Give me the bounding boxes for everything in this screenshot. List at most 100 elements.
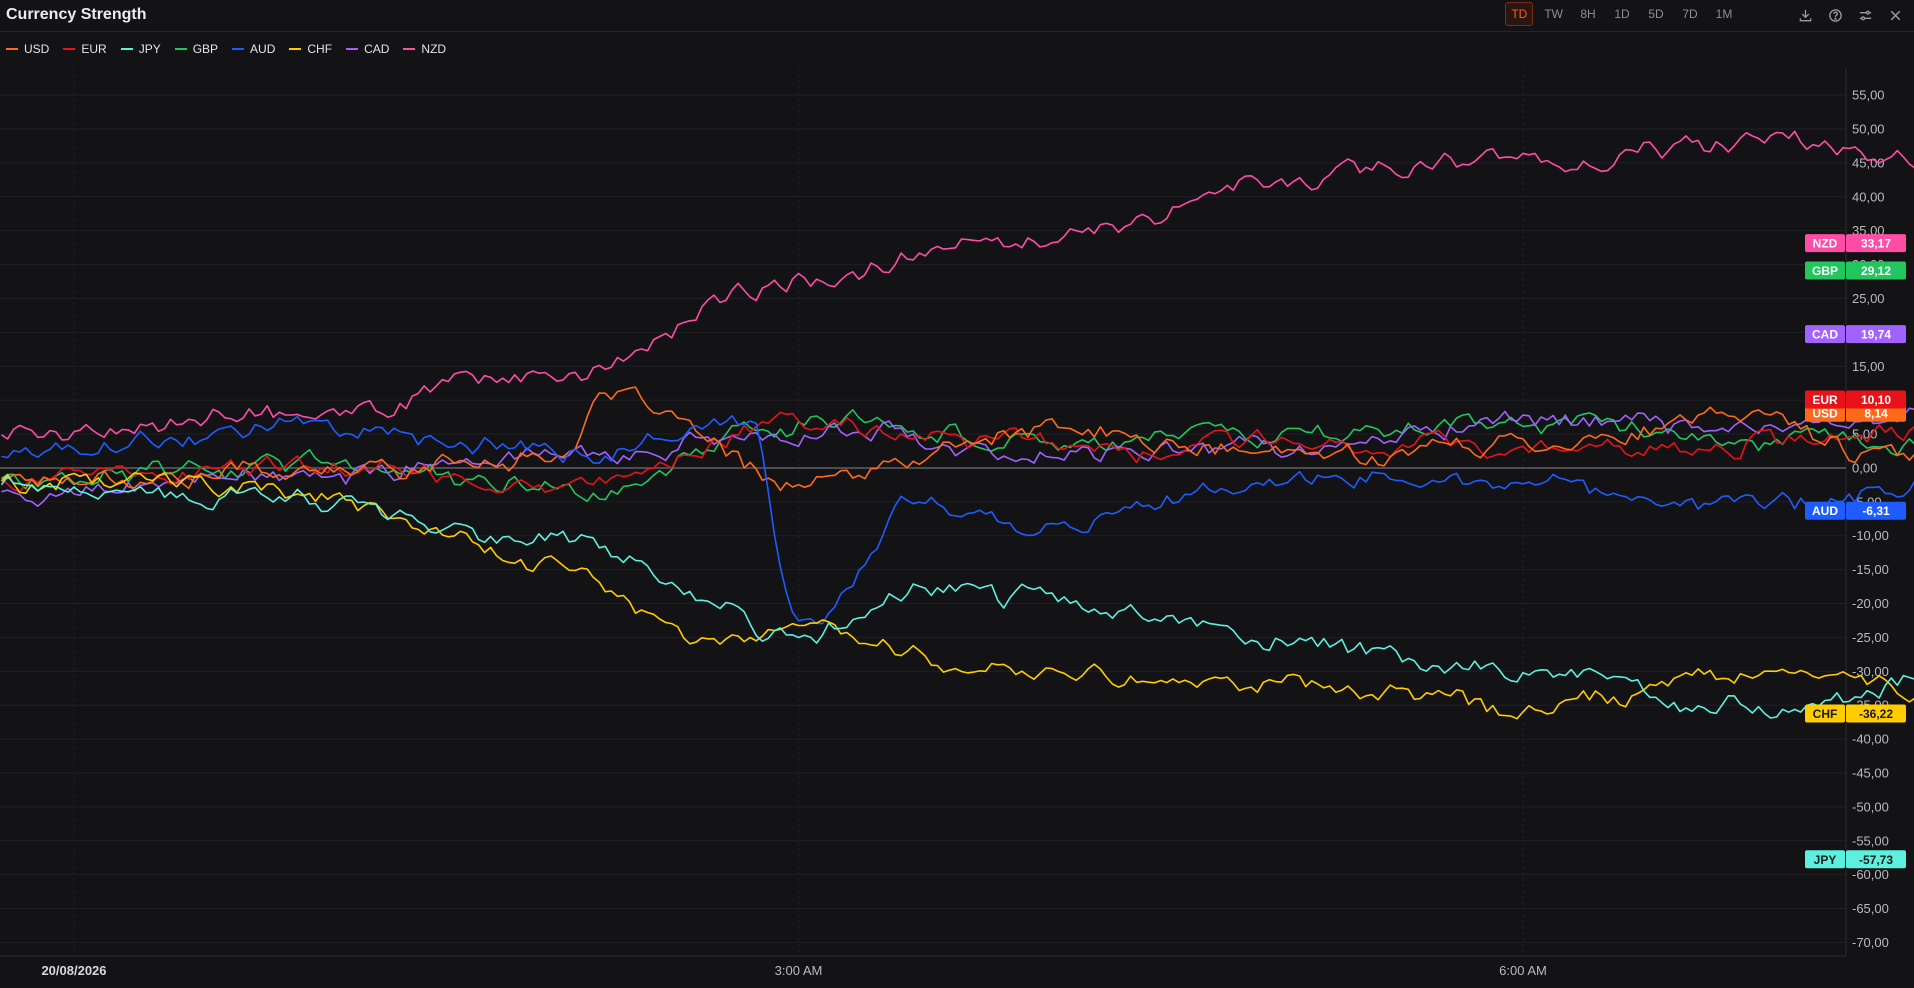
y-tick-label: -70,00 — [1852, 935, 1889, 950]
series-tag-value: -6,31 — [1862, 504, 1890, 518]
series-tag-value: 10,10 — [1861, 393, 1891, 407]
series-tag-name-bg — [1805, 261, 1845, 280]
download-icon[interactable] — [1792, 3, 1818, 27]
y-tick-label: -50,00 — [1852, 799, 1889, 814]
series-tag-name: NZD — [1813, 237, 1838, 251]
currency-strength-chart[interactable]: 55,0050,0045,0040,0035,0030,0025,0020,00… — [0, 68, 1914, 988]
y-tick-label: -45,00 — [1852, 765, 1889, 780]
legend-label-usd: USD — [24, 42, 50, 56]
top-bar: Currency Strength TD TW 8H 1D 5D 7D 1M — [0, 0, 1914, 32]
series-tag-jpy: JPY -57,73 — [1805, 850, 1906, 869]
close-icon[interactable] — [1882, 3, 1908, 27]
legend-item-eur[interactable]: EUR — [63, 42, 107, 56]
series-line-jpy — [0, 475, 1914, 719]
help-icon[interactable] — [1822, 3, 1848, 27]
timeframe-button-tw[interactable]: TW — [1544, 7, 1563, 21]
series-tag-value: 19,74 — [1861, 328, 1891, 342]
y-tick-label: 25,00 — [1852, 291, 1885, 306]
legend-swatch-chf — [289, 48, 302, 50]
series-line-gbp — [1, 408, 1914, 503]
legend-item-chf[interactable]: CHF — [289, 42, 332, 56]
series-tag-name-bg — [1805, 325, 1845, 344]
legend-swatch-gbp — [174, 48, 187, 50]
series-tag-value: 29,12 — [1861, 264, 1891, 278]
timeframe-button-8h[interactable]: 8H — [1580, 7, 1596, 21]
y-tick-label: 40,00 — [1852, 189, 1885, 204]
series-tag-value-bg — [1846, 390, 1906, 409]
legend-label-eur: EUR — [81, 42, 107, 56]
legend-item-jpy[interactable]: JPY — [120, 42, 161, 56]
y-tick-label: -40,00 — [1852, 732, 1889, 747]
legend-label-aud: AUD — [250, 42, 276, 56]
x-tick-label: 20/08/2026 — [41, 963, 106, 978]
series-tag-value: 8,14 — [1864, 406, 1888, 420]
series-tag-value-bg — [1846, 501, 1906, 520]
series-tag-value-bg — [1846, 234, 1906, 253]
legend-label-jpy: JPY — [138, 42, 161, 56]
y-tick-label: 0,00 — [1852, 460, 1877, 475]
timeframe-button-5d[interactable]: 5D — [1648, 7, 1664, 21]
series-tag-nzd: NZD 33,17 — [1805, 234, 1906, 253]
series-tag-chf: CHF -36,22 — [1805, 704, 1906, 723]
legend-swatch-nzd — [403, 48, 416, 50]
series-tag-name: EUR — [1812, 393, 1838, 407]
series-tag-name-bg — [1805, 234, 1845, 253]
series-line-chf — [0, 471, 1914, 720]
legend-label-cad: CAD — [364, 42, 390, 56]
legend-swatch-eur — [63, 48, 76, 50]
toolbar — [1792, 3, 1908, 27]
settings-icon[interactable] — [1852, 3, 1878, 27]
series-line-nzd — [1, 130, 1914, 441]
series-tag-eur: EUR 10,10 — [1805, 390, 1906, 409]
y-tick-label: -65,00 — [1852, 901, 1889, 916]
timeframe-button-1m[interactable]: 1M — [1715, 7, 1733, 21]
series-tag-aud: AUD -6,31 — [1805, 501, 1906, 520]
series-tag-name-bg — [1805, 850, 1845, 869]
legend-item-nzd[interactable]: NZD — [403, 42, 446, 56]
series-tag-name: GBP — [1812, 264, 1838, 278]
series-tag-value-bg — [1846, 261, 1906, 280]
timeframe-button-td[interactable]: TD — [1505, 2, 1534, 26]
timeframe-selector: TD TW 8H 1D 5D 7D 1M — [1505, 2, 1738, 26]
series-tag-value: -57,73 — [1859, 853, 1893, 867]
legend-item-gbp[interactable]: GBP — [174, 42, 219, 56]
legend-swatch-cad — [346, 48, 359, 50]
series-tag-name-bg — [1805, 704, 1845, 723]
series-tag-value-bg — [1846, 704, 1906, 723]
legend-label-chf: CHF — [307, 42, 333, 56]
series-tag-name: CAD — [1812, 328, 1838, 342]
series-tag-name: CHF — [1813, 707, 1838, 721]
y-tick-label: -10,00 — [1852, 528, 1889, 543]
timeframe-button-7d[interactable]: 7D — [1682, 7, 1698, 21]
legend-swatch-aud — [232, 48, 245, 50]
legend-label-nzd: NZD — [421, 42, 447, 56]
series-tag-cad: CAD 19,74 — [1805, 325, 1906, 344]
series-tag-gbp: GBP 29,12 — [1805, 261, 1906, 280]
timeframe-button-1d[interactable]: 1D — [1614, 7, 1630, 21]
y-tick-label: -15,00 — [1852, 562, 1889, 577]
x-tick-label: 6:00 AM — [1499, 963, 1547, 978]
chart-background — [0, 68, 1914, 988]
chart-legend: USD EUR JPY GBP AUD CHF CAD NZD — [6, 38, 446, 60]
series-tag-name: JPY — [1814, 853, 1837, 867]
page-title: Currency Strength — [6, 6, 147, 23]
series-tag-value-bg — [1846, 850, 1906, 869]
series-tag-value: 33,17 — [1861, 237, 1891, 251]
series-line-eur — [0, 411, 1914, 494]
x-tick-label: 3:00 AM — [775, 963, 823, 978]
y-tick-label: -55,00 — [1852, 833, 1889, 848]
series-line-usd — [1, 386, 1914, 492]
y-tick-label: 50,00 — [1852, 122, 1885, 137]
legend-item-usd[interactable]: USD — [6, 42, 49, 56]
y-tick-label: -20,00 — [1852, 596, 1889, 611]
series-tag-name-bg — [1805, 501, 1845, 520]
legend-item-cad[interactable]: CAD — [346, 42, 389, 56]
series-tag-value: -36,22 — [1859, 707, 1893, 721]
series-tag-name: AUD — [1812, 504, 1838, 518]
series-tag-name: USD — [1812, 406, 1838, 420]
y-tick-label: 15,00 — [1852, 359, 1885, 374]
legend-item-aud[interactable]: AUD — [232, 42, 275, 56]
legend-label-gbp: GBP — [192, 42, 219, 56]
chart-area[interactable]: 55,0050,0045,0040,0035,0030,0025,0020,00… — [0, 68, 1914, 988]
series-line-aud — [1, 414, 1914, 625]
